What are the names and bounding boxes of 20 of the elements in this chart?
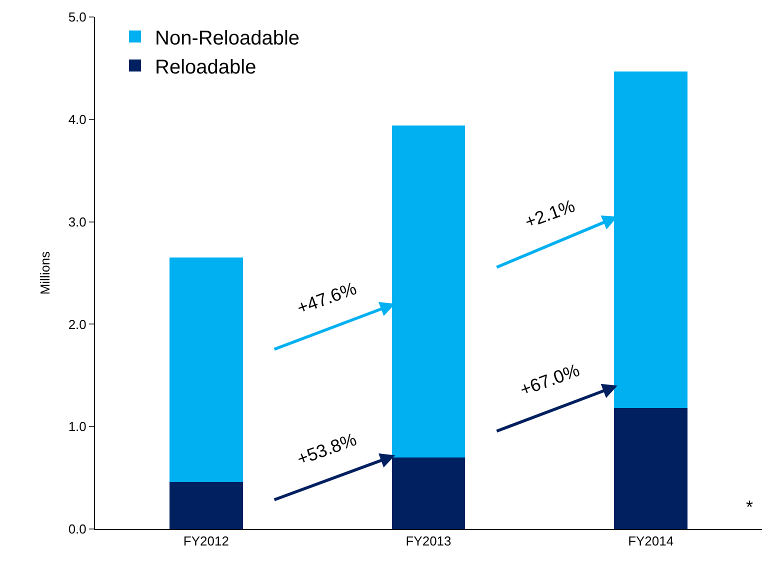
annotation: +67.0% — [517, 360, 582, 400]
y-tick-label: 2.0 — [68, 316, 86, 332]
y-axis-title: Millions — [37, 250, 52, 295]
y-tick-label: 5.0 — [68, 10, 86, 25]
annotation: +53.8% — [294, 429, 360, 470]
x-tick-label: FY2014 — [628, 534, 674, 549]
y-tick-label: 3.0 — [68, 214, 86, 230]
y-tick-label: 0.0 — [68, 522, 86, 537]
annotation: +47.6% — [294, 278, 360, 318]
x-tick-label: FY2013 — [406, 534, 452, 549]
legend-label: Reloadable — [155, 56, 256, 78]
bar — [614, 408, 688, 529]
annotation: * — [746, 497, 754, 517]
y-tick-label: 4.0 — [68, 112, 86, 127]
bar — [169, 482, 243, 529]
annotation: +2.1% — [522, 196, 578, 232]
x-tick-label: FY2012 — [183, 534, 229, 549]
y-tick-label: 1.0 — [68, 419, 86, 434]
bar — [169, 258, 243, 482]
legend-label: Non-Reloadable — [155, 27, 300, 50]
